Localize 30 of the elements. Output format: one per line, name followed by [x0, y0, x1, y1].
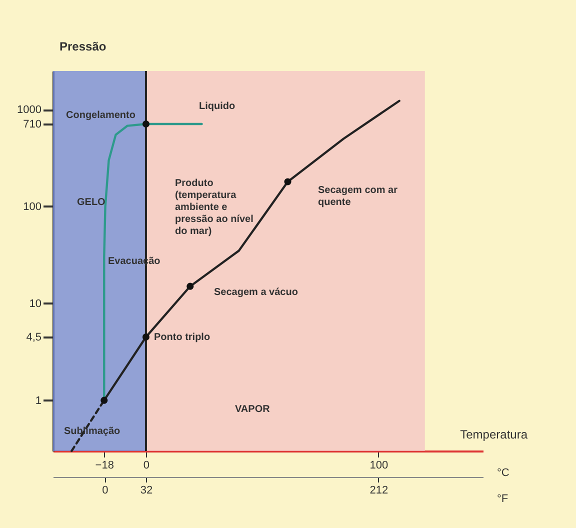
point [186, 282, 194, 290]
annotation: VAPOR [235, 404, 271, 415]
x2-tick-label: 212 [370, 484, 388, 496]
x-tick-label: 0 [143, 460, 150, 472]
y-tick-label: 4,5 [26, 332, 42, 344]
x2-tick-label: 32 [140, 484, 153, 496]
x-tick-label: −18 [95, 460, 114, 472]
point [142, 120, 150, 128]
text: °C [497, 467, 510, 479]
x-tick-label: 100 [370, 460, 388, 472]
text: °F [497, 493, 508, 505]
annotation: Sublimação [64, 426, 120, 437]
y-tick-label: 710 [23, 118, 42, 130]
annotation: Ponto triplo [154, 332, 210, 344]
annotation: Secagem com ar quente [318, 185, 398, 208]
annotation: Congelamento [66, 110, 136, 121]
y-tick-label: 1000 [17, 104, 42, 116]
y-tick-label: 100 [23, 200, 42, 213]
x-axis-title: Temperatura [460, 428, 528, 442]
annotation: Secagem a vácuo [214, 287, 298, 298]
annotation: GELO [77, 197, 106, 208]
y-tick-label: 1 [35, 394, 42, 407]
point [142, 333, 150, 341]
annotation: Liquido [199, 101, 236, 112]
point [284, 178, 292, 186]
point [100, 396, 108, 404]
y-tick-label: 10 [29, 298, 42, 310]
y-axis-title: Pressão [60, 40, 106, 54]
annotation: Produto (temperatura ambiente e pressão ao nível do mar) [175, 178, 254, 237]
x2-tick-label: 0 [102, 484, 108, 496]
